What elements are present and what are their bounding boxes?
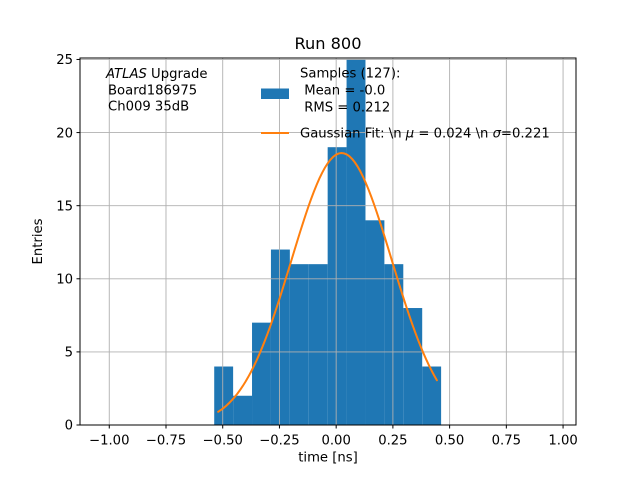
x-tick-label: −0.50	[203, 434, 243, 449]
x-tick-label: 0.00	[321, 434, 350, 449]
histogram-bar	[214, 366, 234, 425]
legend-samples-title: Samples (127):	[300, 67, 400, 82]
histogram-bar	[327, 147, 347, 426]
chart-title: Run 800	[294, 34, 361, 53]
plot-border	[79, 57, 577, 426]
x-tick-label: −1.00	[89, 434, 129, 449]
x-tick-label: −0.25	[259, 434, 299, 449]
legend-samples-swatch	[261, 88, 289, 99]
annotation-upgrade: Upgrade	[147, 67, 208, 82]
y-tick-labels: 0 5 10 15 20 25	[56, 53, 73, 434]
gaussian-fit-curve	[217, 152, 438, 413]
annotation-line2: Board186975	[108, 84, 197, 99]
y-tick-label: 25	[56, 53, 73, 68]
gaussian-curve	[217, 152, 438, 413]
annotation-line3: Ch009 35dB	[108, 100, 189, 115]
tick-marks	[76, 58, 564, 429]
histogram-bar	[384, 264, 404, 425]
annotation-atlas: ATLAS	[105, 67, 147, 82]
y-axis-label: Entries	[31, 218, 46, 264]
y-tick-label: 10	[56, 272, 73, 287]
histogram-bar	[270, 249, 290, 425]
annotation-block: ATLAS Upgrade Board186975 Ch009 35dB	[105, 67, 207, 115]
legend-samples-mean: Mean = -0.0	[300, 84, 385, 99]
y-tick-label: 0	[65, 419, 73, 434]
legend-gaussian-label: Gaussian Fit: \n μ = 0.024 \n σ=0.221	[300, 127, 550, 142]
histogram-bar	[233, 395, 253, 425]
x-tick-label: 0.50	[435, 434, 464, 449]
histogram-bar	[346, 59, 366, 425]
legend-samples-rms: RMS = 0.212	[300, 101, 390, 116]
y-tick-label: 15	[56, 199, 73, 214]
histogram-bar	[252, 322, 271, 425]
annotation-line1: ATLAS Upgrade	[105, 67, 207, 82]
y-tick-label: 20	[56, 126, 73, 141]
legend-fit-prefix: Gaussian Fit: \n	[300, 127, 406, 142]
x-tick-labels: −1.00 −0.75 −0.50 −0.25 0.00 0.25 0.50 0.75 1.00	[89, 434, 578, 449]
histogram-bar	[308, 264, 328, 425]
legend-fit-suffix: =0.221	[501, 127, 550, 142]
histogram-bar	[422, 366, 442, 425]
x-tick-label: −0.75	[146, 434, 186, 449]
legend-fit-mid: = 0.024 \n	[414, 127, 492, 142]
x-tick-label: 0.75	[492, 434, 521, 449]
legend-mu-symbol: μ	[405, 127, 414, 142]
histogram-bar	[365, 220, 385, 425]
x-tick-label: 1.00	[548, 434, 577, 449]
histogram-bar	[289, 264, 309, 425]
x-tick-label: 0.25	[378, 434, 407, 449]
legend-sigma-symbol: σ	[493, 127, 502, 142]
y-tick-label: 5	[65, 346, 73, 361]
legend: Samples (127): Mean = -0.0 RMS = 0.212 G…	[261, 67, 550, 142]
x-axis-label: time [ns]	[298, 451, 358, 466]
